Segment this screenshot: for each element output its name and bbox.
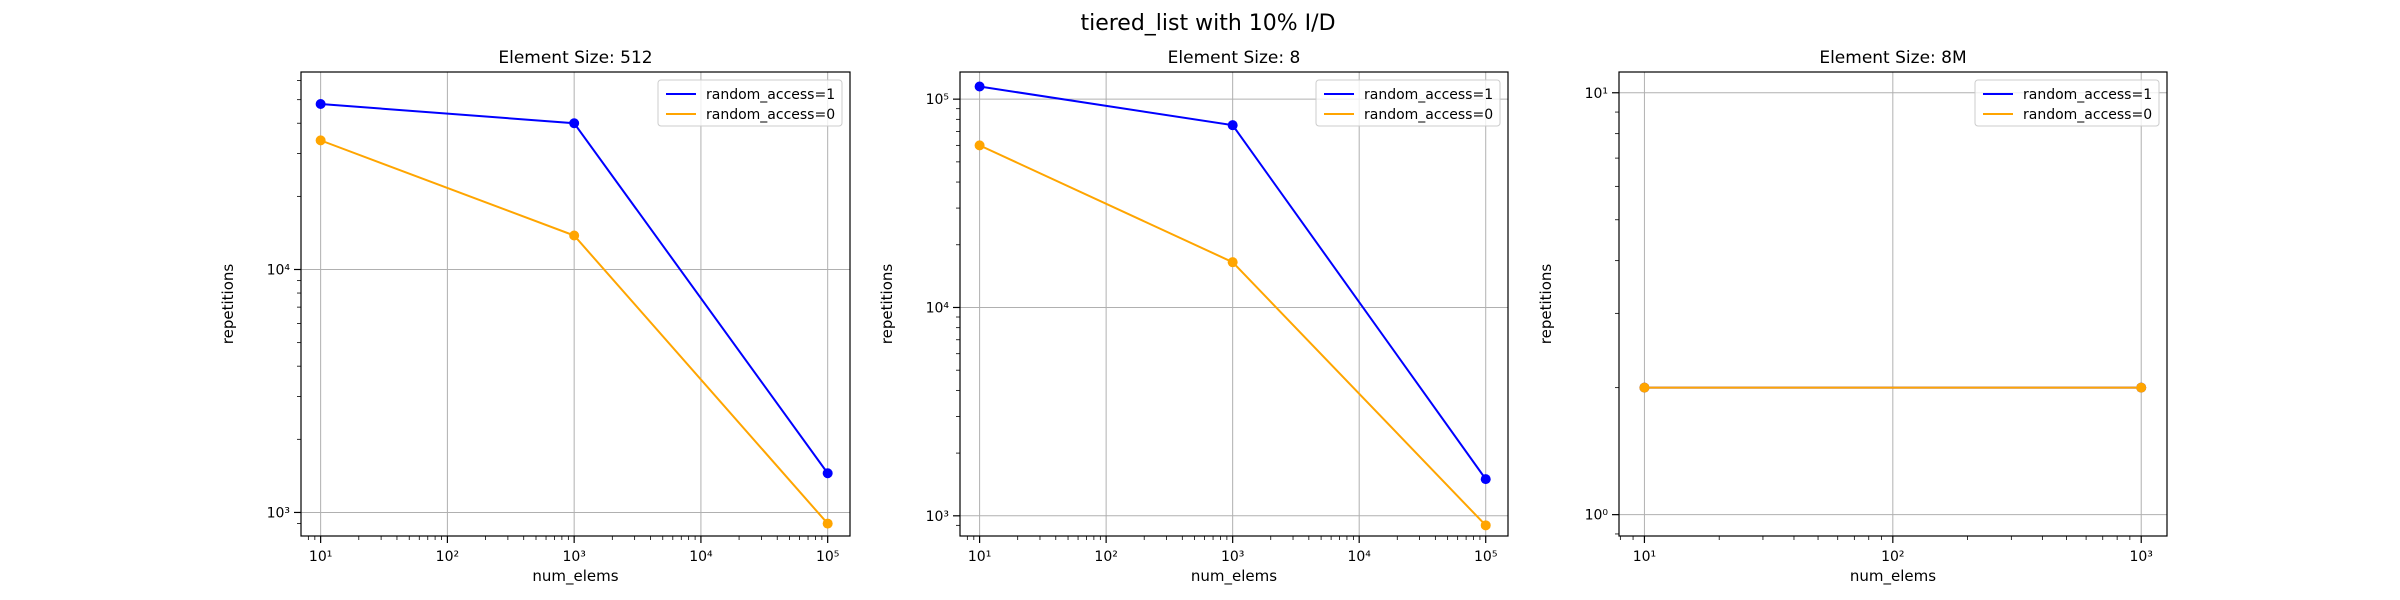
legend-box bbox=[657, 79, 843, 127]
data-point-random-access-1 bbox=[1480, 474, 1491, 485]
legend: random_access=1 random_access=0 bbox=[657, 79, 843, 127]
x-tick-label: 10¹ bbox=[309, 549, 332, 565]
legend: random_access=1 random_access=0 bbox=[1315, 79, 1501, 127]
legend-label: random_access=0 bbox=[2023, 107, 2152, 123]
x-tick-label: 10¹ bbox=[968, 549, 991, 565]
y-axis-label: repetitions bbox=[219, 264, 237, 345]
x-axis-label: num_elems bbox=[1191, 567, 1277, 586]
data-point-random-access-1 bbox=[822, 468, 833, 479]
data-point-random-access-0 bbox=[315, 135, 326, 146]
x-tick-label: 10⁵ bbox=[816, 549, 839, 565]
x-tick-label: 10⁵ bbox=[1474, 549, 1497, 565]
legend-label: random_access=1 bbox=[2023, 87, 2152, 103]
y-axis-label: repetitions bbox=[878, 264, 896, 345]
plot-frame bbox=[959, 71, 1509, 537]
data-point-random-access-0 bbox=[2136, 382, 2147, 393]
y-tick-label: 10³ bbox=[926, 509, 949, 525]
y-tick-label: 10⁴ bbox=[267, 263, 291, 279]
x-tick-label: 10² bbox=[1881, 549, 1904, 565]
data-point-random-access-1 bbox=[569, 118, 580, 129]
data-point-random-access-0 bbox=[1480, 520, 1491, 531]
plot-frame bbox=[1618, 71, 2168, 537]
figure-title: tiered_list with 10% I/D bbox=[1080, 11, 1335, 36]
data-point-random-access-1 bbox=[315, 98, 326, 109]
plot-frame bbox=[300, 71, 851, 537]
x-tick-label: 10¹ bbox=[1633, 549, 1656, 565]
y-tick-label: 10⁴ bbox=[926, 300, 950, 316]
chart-panel-2: 10¹ 10² 10³ 10⁴ 10⁵ 10³ 10⁴ 10⁵ Element Size: 8 n… bbox=[878, 48, 1509, 586]
y-tick-label: 10⁰ bbox=[1585, 508, 1609, 524]
data-point-random-access-0 bbox=[1227, 257, 1238, 268]
legend-box bbox=[1315, 79, 1501, 127]
data-point-random-access-1 bbox=[974, 81, 985, 92]
y-tick-label: 10³ bbox=[267, 505, 290, 521]
chart-panel-3: 10¹ 10² 10³ 10⁰ 10¹ Element Size: 8M num_elems… bbox=[1537, 48, 2168, 586]
chart-title: Element Size: 8 bbox=[1168, 48, 1301, 68]
y-tick-label: 10¹ bbox=[1585, 86, 1608, 102]
legend-label: random_access=0 bbox=[1364, 107, 1493, 123]
data-point-random-access-0 bbox=[569, 230, 580, 241]
chart-title: Element Size: 512 bbox=[498, 48, 652, 68]
x-tick-label: 10² bbox=[1094, 549, 1117, 565]
y-axis-label: repetitions bbox=[1537, 264, 1555, 345]
data-point-random-access-0 bbox=[974, 140, 985, 151]
x-axis-label: num_elems bbox=[1850, 567, 1936, 586]
legend-label: random_access=1 bbox=[706, 87, 835, 103]
legend-label: random_access=1 bbox=[1364, 87, 1493, 103]
x-tick-label: 10³ bbox=[2129, 549, 2152, 565]
y-tick-label: 10⁵ bbox=[926, 92, 949, 108]
x-tick-label: 10³ bbox=[562, 549, 585, 565]
legend-box bbox=[1974, 79, 2160, 127]
x-axis-label: num_elems bbox=[532, 567, 618, 586]
chart-panel-1: 10¹ 10² 10³ 10⁴ 10⁵ 10³ 10⁴ Element Size: 512 nu… bbox=[219, 48, 851, 586]
data-point-random-access-0 bbox=[822, 518, 833, 529]
chart-title: Element Size: 8M bbox=[1819, 48, 1966, 68]
x-tick-label: 10² bbox=[436, 549, 459, 565]
x-tick-label: 10³ bbox=[1221, 549, 1244, 565]
x-tick-label: 10⁴ bbox=[1347, 549, 1371, 565]
x-tick-label: 10⁴ bbox=[689, 549, 713, 565]
data-point-random-access-1 bbox=[1227, 120, 1238, 131]
legend: random_access=1 random_access=0 bbox=[1974, 79, 2160, 127]
data-point-random-access-0 bbox=[1639, 382, 1650, 393]
legend-label: random_access=0 bbox=[706, 107, 835, 123]
